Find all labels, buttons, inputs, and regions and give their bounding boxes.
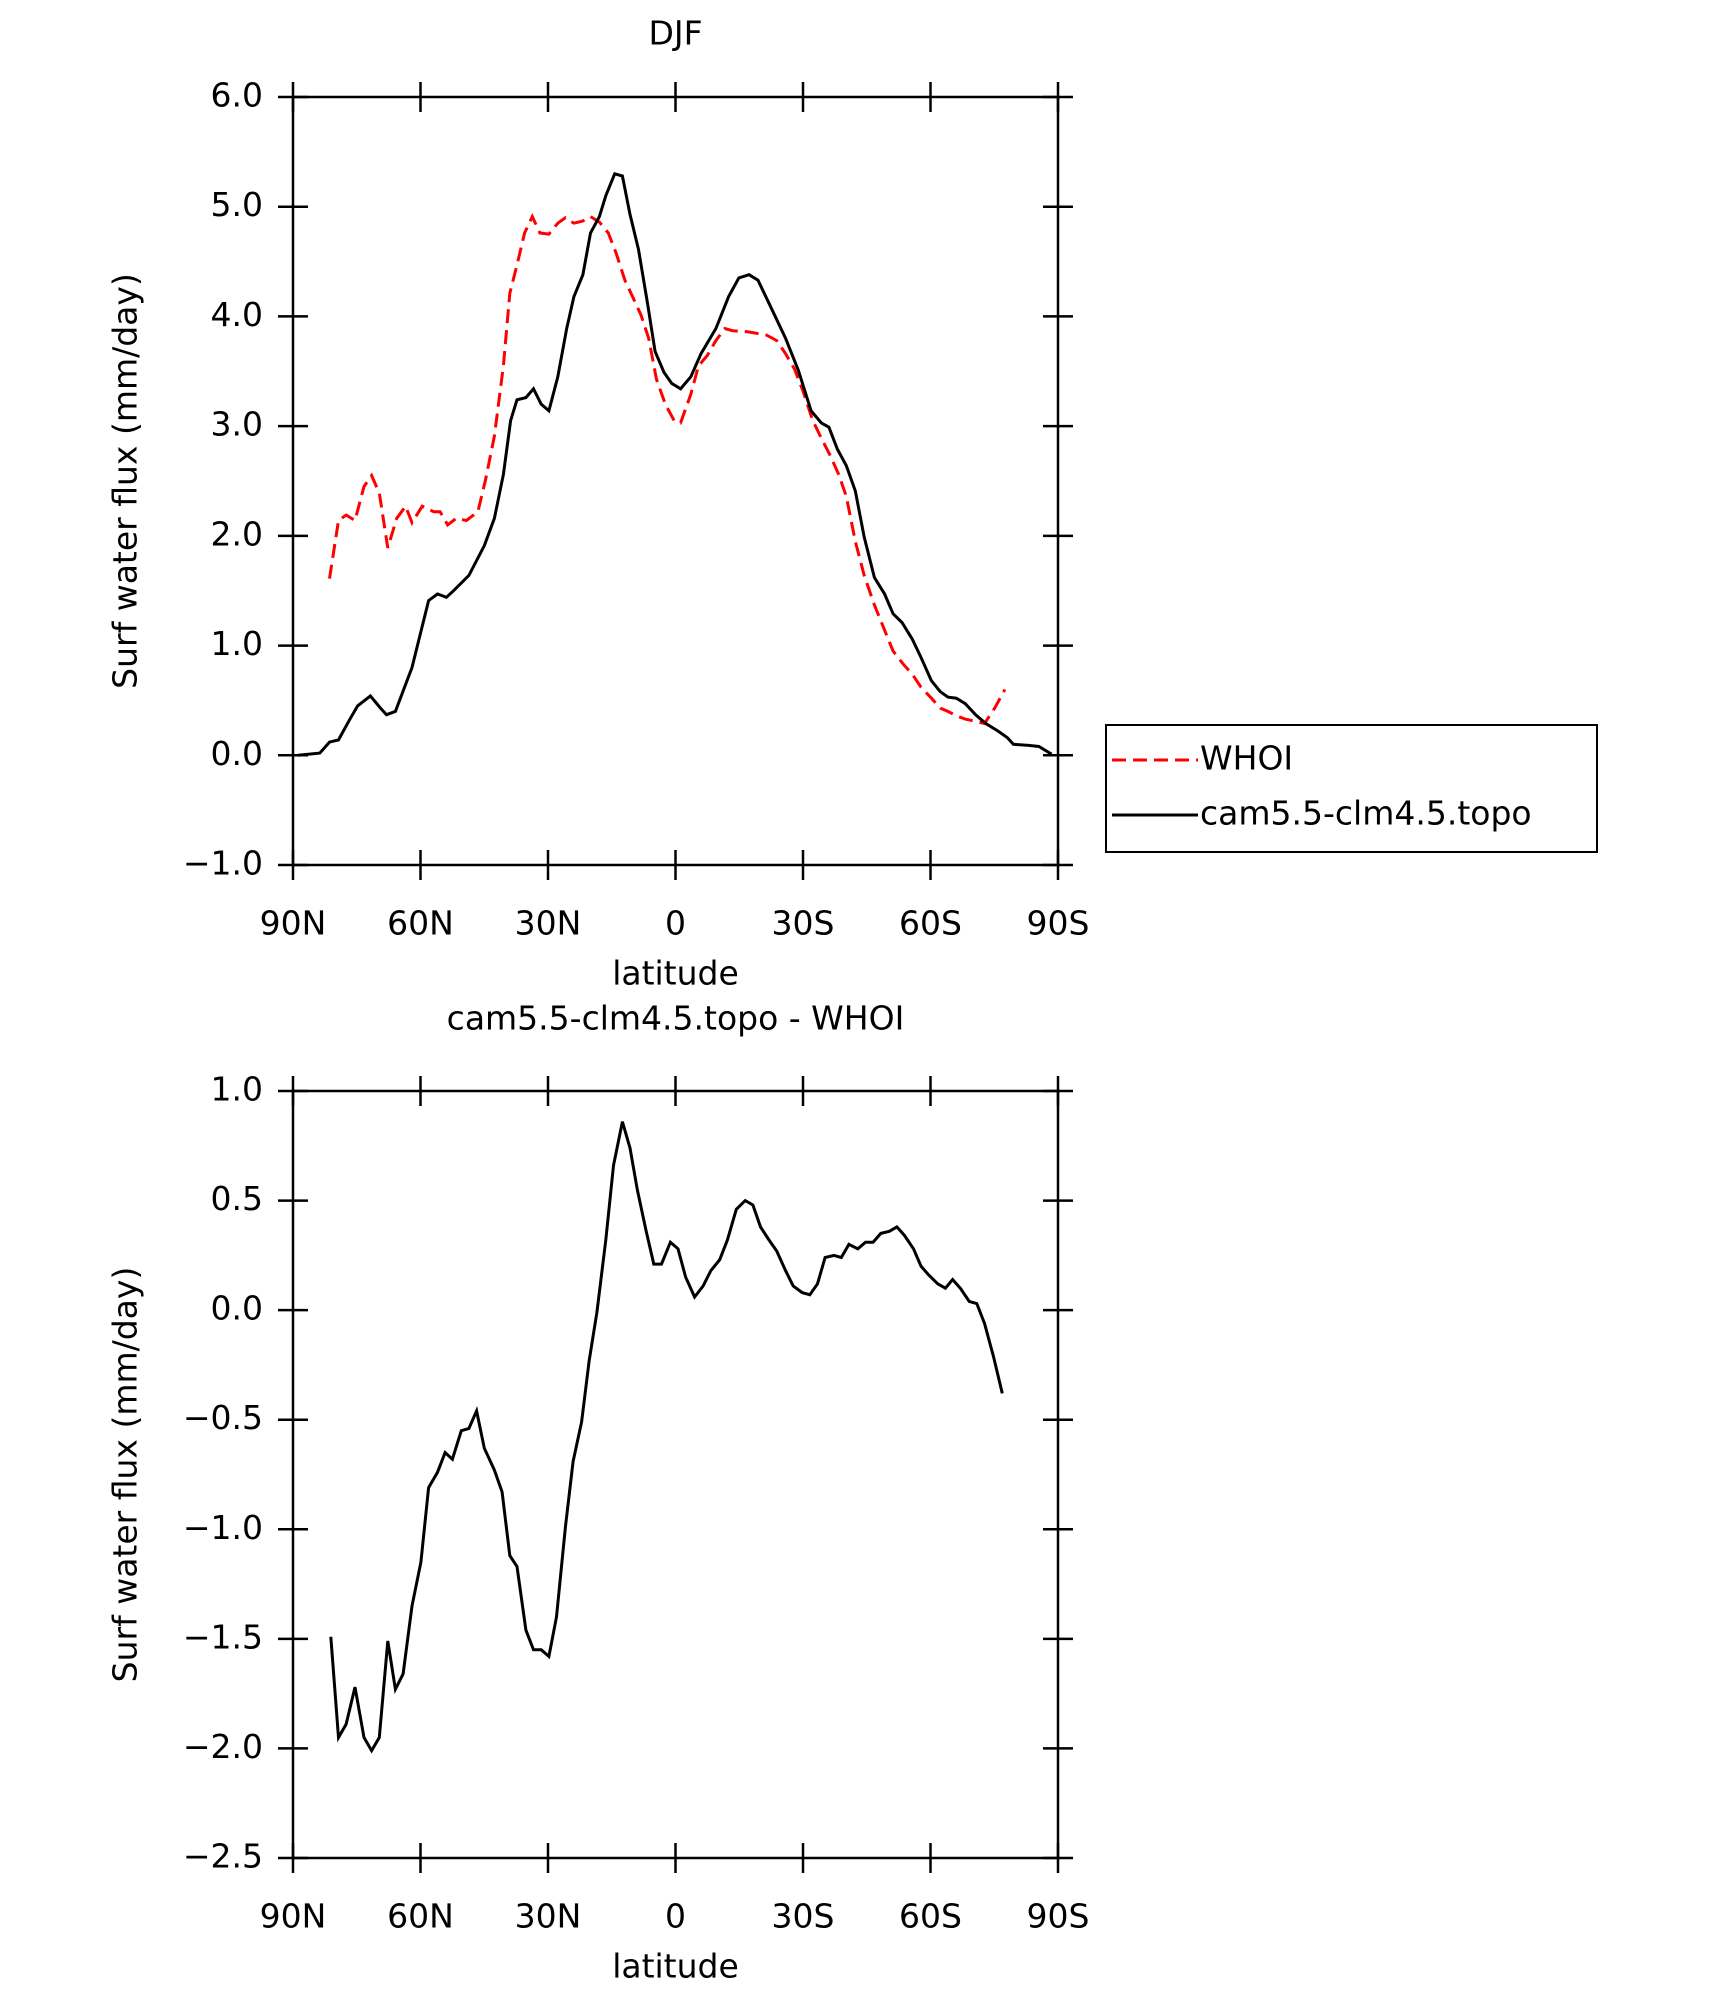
y-tick-label: 0.0 (211, 1289, 263, 1328)
y-tick-label: 6.0 (211, 76, 263, 115)
y-axis-label: Surf water flux (mm/day) (106, 1267, 145, 1683)
x-tick-label: 90S (1027, 1897, 1090, 1936)
y-axis-label: Surf water flux (mm/day) (106, 273, 145, 689)
x-tick-label: 60N (387, 904, 454, 943)
data-line (329, 1121, 1004, 1754)
x-tick-label: 30S (772, 904, 835, 943)
data-line (328, 213, 1007, 726)
y-tick-label: 0.0 (211, 734, 263, 773)
chart-title: DJF (648, 14, 702, 53)
x-tick-label: 90N (260, 1897, 327, 1936)
x-tick-label: 30N (515, 1897, 582, 1936)
x-axis-label: latitude (612, 1947, 739, 1986)
y-tick-label: 1.0 (211, 1070, 263, 1109)
legend-box (1105, 724, 1598, 853)
y-tick-label: −0.5 (183, 1398, 263, 1437)
x-tick-label: 60N (387, 1897, 454, 1936)
x-tick-label: 30N (515, 904, 582, 943)
y-tick-label: 3.0 (211, 405, 263, 444)
y-tick-label: 5.0 (211, 185, 263, 224)
x-tick-label: 0 (665, 904, 686, 943)
plot-frame (291, 1089, 1060, 1860)
x-tick-label: 0 (665, 1897, 686, 1936)
y-tick-label: 4.0 (211, 295, 263, 334)
y-tick-label: 1.0 (211, 624, 263, 663)
legend-label: WHOI (1200, 739, 1293, 778)
y-tick-label: −1.5 (183, 1617, 263, 1656)
x-tick-label: 90S (1027, 904, 1090, 943)
x-tick-label: 90N (260, 904, 327, 943)
y-tick-label: −1.0 (183, 1508, 263, 1547)
y-tick-label: −1.0 (183, 844, 263, 883)
y-tick-label: 0.5 (211, 1179, 263, 1218)
chart-title: cam5.5-clm4.5.topo - WHOI (447, 999, 905, 1038)
x-tick-label: 60S (899, 904, 962, 943)
data-line (297, 171, 1053, 757)
y-tick-label: −2.0 (183, 1727, 263, 1766)
x-tick-label: 60S (899, 1897, 962, 1936)
x-axis-label: latitude (612, 954, 739, 993)
x-tick-label: 30S (772, 1897, 835, 1936)
y-tick-label: 2.0 (211, 514, 263, 553)
plot-frame (291, 95, 1060, 867)
y-tick-label: −2.5 (183, 1837, 263, 1876)
legend-label: cam5.5-clm4.5.topo (1200, 794, 1532, 833)
